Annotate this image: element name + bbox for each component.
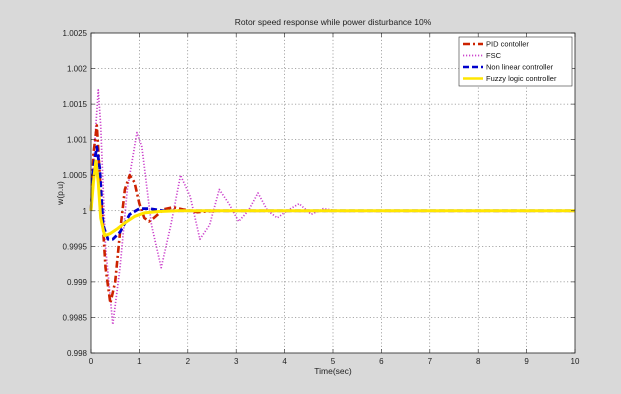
x-tick-label: 8 [476, 357, 481, 366]
legend-items: PID contoller FSC Non linear controller Fuz… [463, 40, 557, 83]
legend: PID contoller FSC Non linear controller Fuz… [458, 36, 573, 87]
x-tick-label: 2 [186, 357, 191, 366]
x-tick-label: 1 [137, 357, 142, 366]
series-group [89, 89, 575, 326]
x-tick-label: 5 [331, 357, 336, 366]
legend-label: FSC [486, 51, 502, 60]
series-line-pid-contoller [89, 124, 575, 305]
x-tick-label: 10 [571, 357, 580, 366]
x-tick-label: 9 [524, 357, 529, 366]
x-tick-label: 6 [379, 357, 384, 366]
x-tick-label: 4 [282, 357, 287, 366]
chart-title: Rotor speed response while power disturb… [235, 17, 432, 27]
legend-label: Fuzzy logic controller [486, 74, 557, 83]
x-tick-label: 3 [234, 357, 239, 366]
x-tick-label: 7 [428, 357, 433, 366]
y-tick-label: 1.0015 [63, 100, 88, 109]
y-tick-label: 1.0005 [63, 171, 88, 180]
y-tick-label: 1.001 [67, 136, 88, 145]
y-axis-title: w(p.u) [55, 181, 65, 206]
axis-ticks [90, 32, 576, 354]
y-tick-label: 1.0025 [63, 29, 88, 38]
y-tick-label: 0.9995 [63, 242, 88, 251]
y-tick-label: 0.9985 [63, 313, 88, 322]
y-tick-label: 1.002 [67, 65, 88, 74]
x-tick-label: 0 [89, 357, 94, 366]
y-tick-label: 1 [83, 207, 88, 216]
tick-labels: 0 1 2 3 4 5 6 7 8 9 10 0.998 0.9985 0.999 0.9995 1 1.000… [63, 29, 580, 366]
y-tick-label: 0.998 [67, 349, 88, 358]
y-tick-label: 0.999 [67, 278, 88, 287]
series-line-fuzzy-logic-controller [89, 159, 575, 238]
legend-label: PID contoller [486, 40, 529, 49]
x-axis-title: Time(sec) [314, 366, 352, 376]
legend-label: Non linear controller [486, 63, 554, 72]
